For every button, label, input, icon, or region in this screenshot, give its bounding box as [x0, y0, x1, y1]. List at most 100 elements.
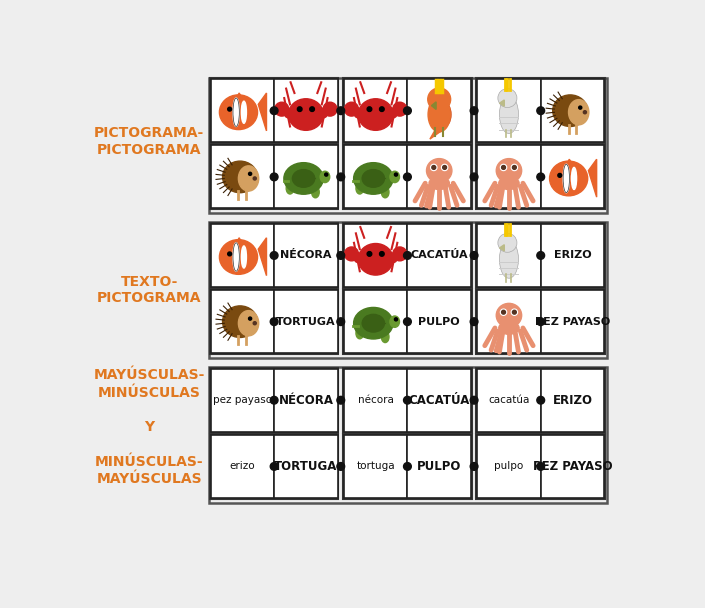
Ellipse shape: [499, 95, 518, 134]
Circle shape: [309, 107, 314, 111]
Text: NÉCORA: NÉCORA: [280, 250, 331, 260]
Circle shape: [579, 106, 582, 109]
Bar: [477, 435, 541, 498]
Ellipse shape: [358, 170, 365, 181]
Ellipse shape: [362, 314, 384, 332]
Ellipse shape: [427, 159, 452, 182]
Circle shape: [403, 173, 411, 181]
Ellipse shape: [379, 169, 387, 180]
Bar: [274, 145, 338, 209]
Ellipse shape: [345, 247, 358, 261]
Ellipse shape: [393, 102, 407, 116]
Ellipse shape: [223, 306, 257, 337]
Circle shape: [470, 107, 478, 114]
Ellipse shape: [219, 240, 257, 274]
Bar: [343, 223, 472, 288]
Bar: [211, 290, 274, 353]
Circle shape: [270, 463, 278, 470]
Circle shape: [379, 252, 384, 256]
Circle shape: [537, 173, 544, 181]
Circle shape: [270, 318, 278, 325]
Ellipse shape: [345, 102, 358, 116]
Ellipse shape: [498, 322, 519, 334]
Bar: [541, 79, 604, 142]
Bar: [477, 145, 605, 209]
Ellipse shape: [390, 253, 397, 263]
Circle shape: [558, 173, 562, 178]
Text: cacatúa: cacatúa: [489, 395, 529, 405]
Bar: [210, 289, 338, 354]
Circle shape: [537, 107, 544, 114]
Text: CACATÚA: CACATÚA: [410, 250, 468, 260]
Circle shape: [394, 318, 398, 321]
Circle shape: [270, 252, 278, 259]
Text: CACATÚA: CACATÚA: [408, 394, 470, 407]
Circle shape: [537, 318, 544, 325]
Bar: [211, 224, 274, 287]
Circle shape: [513, 310, 516, 314]
Text: TEXTO-
PICTOGRAMA: TEXTO- PICTOGRAMA: [97, 275, 202, 305]
Bar: [274, 290, 338, 353]
Circle shape: [249, 317, 252, 320]
Text: NÉCORA: NÉCORA: [278, 394, 333, 407]
Text: TORTUGA: TORTUGA: [276, 317, 336, 326]
Circle shape: [270, 173, 278, 181]
Ellipse shape: [563, 164, 570, 193]
Text: PEZ PAYASO: PEZ PAYASO: [535, 317, 610, 326]
Bar: [343, 434, 472, 499]
Ellipse shape: [499, 240, 518, 278]
Ellipse shape: [320, 108, 328, 118]
Circle shape: [432, 165, 436, 170]
Ellipse shape: [553, 95, 588, 126]
Circle shape: [249, 172, 252, 175]
Text: ERIZO: ERIZO: [553, 250, 591, 260]
Bar: [344, 368, 407, 432]
Ellipse shape: [379, 314, 387, 325]
Circle shape: [253, 177, 257, 180]
Circle shape: [270, 396, 278, 404]
Bar: [541, 368, 604, 432]
Circle shape: [337, 318, 345, 325]
Ellipse shape: [284, 108, 292, 118]
Circle shape: [337, 252, 345, 259]
Ellipse shape: [390, 108, 397, 118]
Text: erizo: erizo: [230, 461, 255, 471]
Ellipse shape: [572, 167, 577, 190]
Circle shape: [270, 107, 278, 114]
Ellipse shape: [356, 182, 364, 194]
Bar: [209, 223, 608, 358]
Circle shape: [583, 111, 587, 114]
Bar: [477, 289, 605, 354]
Bar: [274, 224, 338, 287]
Ellipse shape: [219, 95, 257, 130]
Ellipse shape: [550, 161, 588, 196]
Circle shape: [513, 165, 516, 170]
Polygon shape: [233, 238, 245, 249]
Bar: [274, 368, 338, 432]
Bar: [343, 289, 472, 354]
Bar: [211, 79, 274, 142]
Polygon shape: [430, 130, 443, 139]
Bar: [343, 78, 472, 143]
Ellipse shape: [238, 166, 259, 191]
Bar: [344, 435, 407, 498]
Ellipse shape: [238, 311, 259, 336]
Bar: [210, 78, 338, 143]
Bar: [344, 145, 407, 209]
Circle shape: [367, 252, 372, 256]
Ellipse shape: [354, 308, 393, 339]
Circle shape: [537, 463, 544, 470]
Circle shape: [403, 252, 411, 259]
Bar: [274, 435, 338, 498]
Bar: [477, 434, 605, 499]
Bar: [477, 290, 541, 353]
Bar: [211, 435, 274, 498]
Ellipse shape: [284, 163, 324, 194]
Circle shape: [537, 396, 544, 404]
Polygon shape: [500, 244, 504, 251]
Circle shape: [403, 318, 411, 325]
Bar: [477, 223, 605, 288]
Circle shape: [403, 107, 411, 114]
Bar: [407, 224, 471, 287]
Ellipse shape: [429, 177, 449, 190]
